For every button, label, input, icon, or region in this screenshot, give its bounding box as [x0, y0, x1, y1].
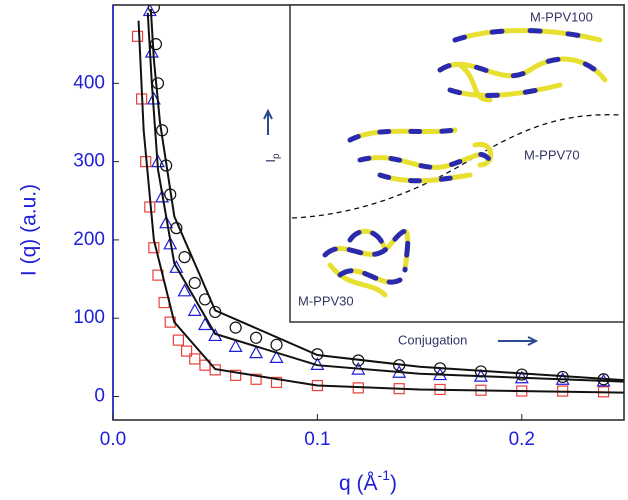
data-point — [249, 345, 264, 359]
x-label-end: ) — [390, 472, 397, 495]
x-label-sup: -1 — [378, 467, 391, 483]
data-point — [144, 44, 159, 58]
data-point — [269, 350, 284, 363]
data-point — [172, 334, 185, 346]
y-tick-label: 200 — [73, 229, 105, 250]
data-point — [177, 283, 192, 297]
data-point — [151, 77, 165, 90]
fit-line — [146, 12, 624, 383]
data-point — [180, 345, 193, 357]
y-tick-label: 100 — [73, 307, 105, 328]
data-point — [131, 30, 144, 42]
inset-y-text: I — [263, 159, 278, 163]
plot-area — [131, 5, 624, 398]
data-point — [142, 5, 157, 17]
inset-label: M-PPV70 — [524, 147, 580, 162]
inset-label: M-PPV30 — [298, 293, 354, 308]
data-point — [270, 338, 283, 351]
inset: M-PPV100 M-PPV70 M-PPV30 Conjugation Ip — [263, 4, 625, 347]
inset-y-arrow — [263, 108, 273, 135]
y-axis-label: I (q) (a.u.) — [18, 184, 41, 276]
y-tick-label: 400 — [73, 72, 105, 93]
data-point — [270, 376, 283, 389]
data-point — [229, 321, 242, 334]
data-point — [249, 331, 263, 344]
inset-label: M-PPV100 — [530, 9, 593, 24]
ticks: 0 100 200 300 400 0.0 0.1 0.2 — [73, 72, 535, 450]
data-point — [159, 215, 174, 229]
data-point — [187, 303, 202, 316]
data-point — [169, 260, 184, 273]
chains — [322, 28, 608, 298]
data-point — [178, 251, 191, 264]
data-point — [189, 353, 201, 365]
x-axis-label: q (Å-1) — [339, 467, 397, 495]
data-point — [228, 339, 243, 352]
data-point — [163, 236, 178, 250]
data-point — [230, 369, 242, 381]
x-label-text: q (Å — [339, 472, 378, 495]
fit-line — [137, 20, 624, 394]
y-tick-label: 300 — [73, 151, 105, 172]
x-tick-label: 0.2 — [509, 429, 535, 450]
data-point — [188, 276, 201, 290]
y-tick-label: 0 — [94, 386, 105, 407]
fit-line — [149, 8, 624, 382]
inset-x-arrow — [498, 336, 539, 346]
inset-y-sub: p — [271, 153, 282, 159]
data-point — [250, 373, 262, 385]
x-tick-label: 0.0 — [100, 429, 126, 450]
data-point — [311, 348, 324, 361]
inset-x-label: Conjugation — [398, 332, 467, 347]
data-point — [147, 5, 160, 14]
x-tick-label: 0.1 — [304, 429, 330, 450]
data-point — [197, 317, 212, 331]
inset-y-label: Ip — [263, 153, 281, 163]
